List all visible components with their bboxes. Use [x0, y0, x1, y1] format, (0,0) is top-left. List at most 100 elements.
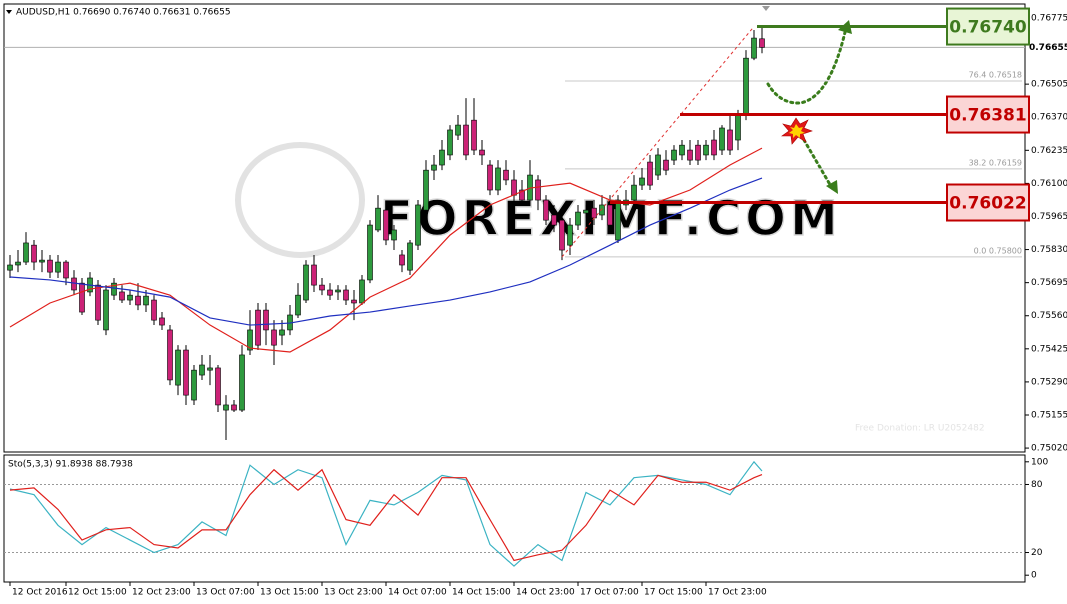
candle-body — [495, 167, 501, 191]
candle-body — [543, 199, 549, 221]
candle-body — [687, 149, 693, 161]
y-tick-label: 0.76505 — [1031, 80, 1067, 90]
candle-body — [447, 129, 453, 156]
level-box — [946, 183, 1030, 222]
candle-body — [383, 209, 389, 241]
candle-body — [39, 259, 45, 263]
candle-body — [591, 207, 597, 219]
candle-body — [559, 219, 565, 251]
x-tick-label: 17 Oct 23:00 — [708, 588, 767, 598]
candle-body — [567, 224, 573, 246]
watermark-logo — [235, 142, 365, 258]
y-tick-label: 0.76775 — [1031, 13, 1067, 23]
candle-body — [79, 282, 85, 313]
level-label: 0.76740 — [949, 18, 1027, 38]
fib-label: 0.0 0.75800 — [974, 246, 1022, 255]
candle-body — [231, 404, 237, 411]
candle-body — [735, 114, 741, 141]
y-tick-label: 0.76370 — [1031, 113, 1067, 123]
candle-body — [199, 364, 205, 376]
candle-body — [135, 295, 141, 306]
candle-body — [23, 242, 29, 263]
arrow-up-path — [766, 26, 848, 105]
arrow-down-path — [802, 138, 834, 190]
current-price-box — [1026, 41, 1066, 54]
x-tick-label: 17 Oct 07:00 — [580, 588, 639, 598]
candle-body — [415, 204, 421, 246]
candle-body — [399, 254, 405, 266]
candle-body — [15, 261, 21, 266]
indicator-line — [9, 468, 763, 562]
current-price-label: 0.76655 — [1029, 43, 1067, 53]
candle-body — [423, 169, 429, 211]
candle-body — [751, 37, 757, 59]
candle-body — [271, 329, 277, 346]
candle-body — [519, 189, 525, 201]
candle-body — [111, 282, 117, 296]
candle-body — [671, 149, 677, 161]
y-tick-label: 0.75830 — [1031, 245, 1067, 255]
candle-body — [703, 144, 709, 156]
candle-body — [583, 209, 589, 214]
candle-body — [143, 295, 149, 306]
candle-body — [607, 204, 613, 226]
candle-body — [55, 261, 61, 273]
candle-body — [719, 127, 725, 151]
candle-body — [311, 264, 317, 286]
candle-body — [759, 38, 765, 48]
y-tick-label: 100 — [1031, 457, 1048, 467]
candle-body — [647, 161, 653, 186]
candle-body — [215, 367, 221, 406]
candle-body — [71, 277, 77, 291]
candle-body — [631, 184, 637, 201]
candle-body — [431, 164, 437, 171]
level-label: 0.76022 — [949, 194, 1026, 214]
x-tick-label: 13 Oct 15:00 — [260, 588, 319, 598]
x-tick-label: 12 Oct 15:00 — [68, 588, 127, 598]
candle-body — [711, 139, 717, 156]
candle-body — [207, 367, 213, 371]
candle-body — [247, 329, 253, 351]
candle-body — [255, 309, 261, 346]
candle-body — [407, 242, 413, 271]
candle-body — [335, 289, 341, 293]
candle-body — [639, 177, 645, 186]
candle-body — [551, 214, 557, 226]
candle-body — [439, 149, 445, 166]
y-tick-label: 0.75425 — [1031, 344, 1067, 354]
candle-body — [695, 144, 701, 161]
candle-body — [343, 289, 349, 301]
candle-body — [159, 317, 165, 326]
candle-body — [295, 294, 301, 316]
moving-average — [9, 177, 763, 326]
shift-marker — [762, 6, 770, 11]
trendline — [561, 26, 755, 258]
candle-body — [119, 291, 125, 301]
candle-body — [727, 129, 733, 151]
fib-label: 76.4 0.76518 — [969, 70, 1022, 79]
candle-body — [47, 259, 53, 273]
moving-average — [9, 147, 763, 353]
candle-body — [263, 309, 269, 331]
y-tick-label: 0.75695 — [1031, 278, 1067, 288]
y-tick-label: 80 — [1031, 480, 1043, 490]
candle-body — [455, 124, 461, 136]
candle-body — [503, 169, 509, 181]
candle-body — [359, 279, 365, 304]
indicator-title: Sto(5,3,3) 91.8938 88.7938 — [8, 460, 133, 470]
candle-body — [367, 224, 373, 281]
candle-body — [463, 124, 469, 156]
y-tick-label: 20 — [1031, 548, 1043, 558]
x-tick-label: 14 Oct 23:00 — [516, 588, 575, 598]
candle-body — [175, 349, 181, 386]
y-tick-label: 0.76100 — [1031, 179, 1067, 189]
level-box — [946, 95, 1030, 134]
y-tick-label: 0.75290 — [1031, 377, 1067, 387]
candle-body — [327, 289, 333, 296]
x-tick-label: 13 Oct 23:00 — [324, 588, 383, 598]
candle-body — [655, 154, 661, 176]
candle-body — [183, 349, 189, 396]
x-tick-label: 17 Oct 15:00 — [644, 588, 703, 598]
y-tick-label: 0.75155 — [1031, 410, 1067, 420]
candle-body — [191, 369, 197, 401]
